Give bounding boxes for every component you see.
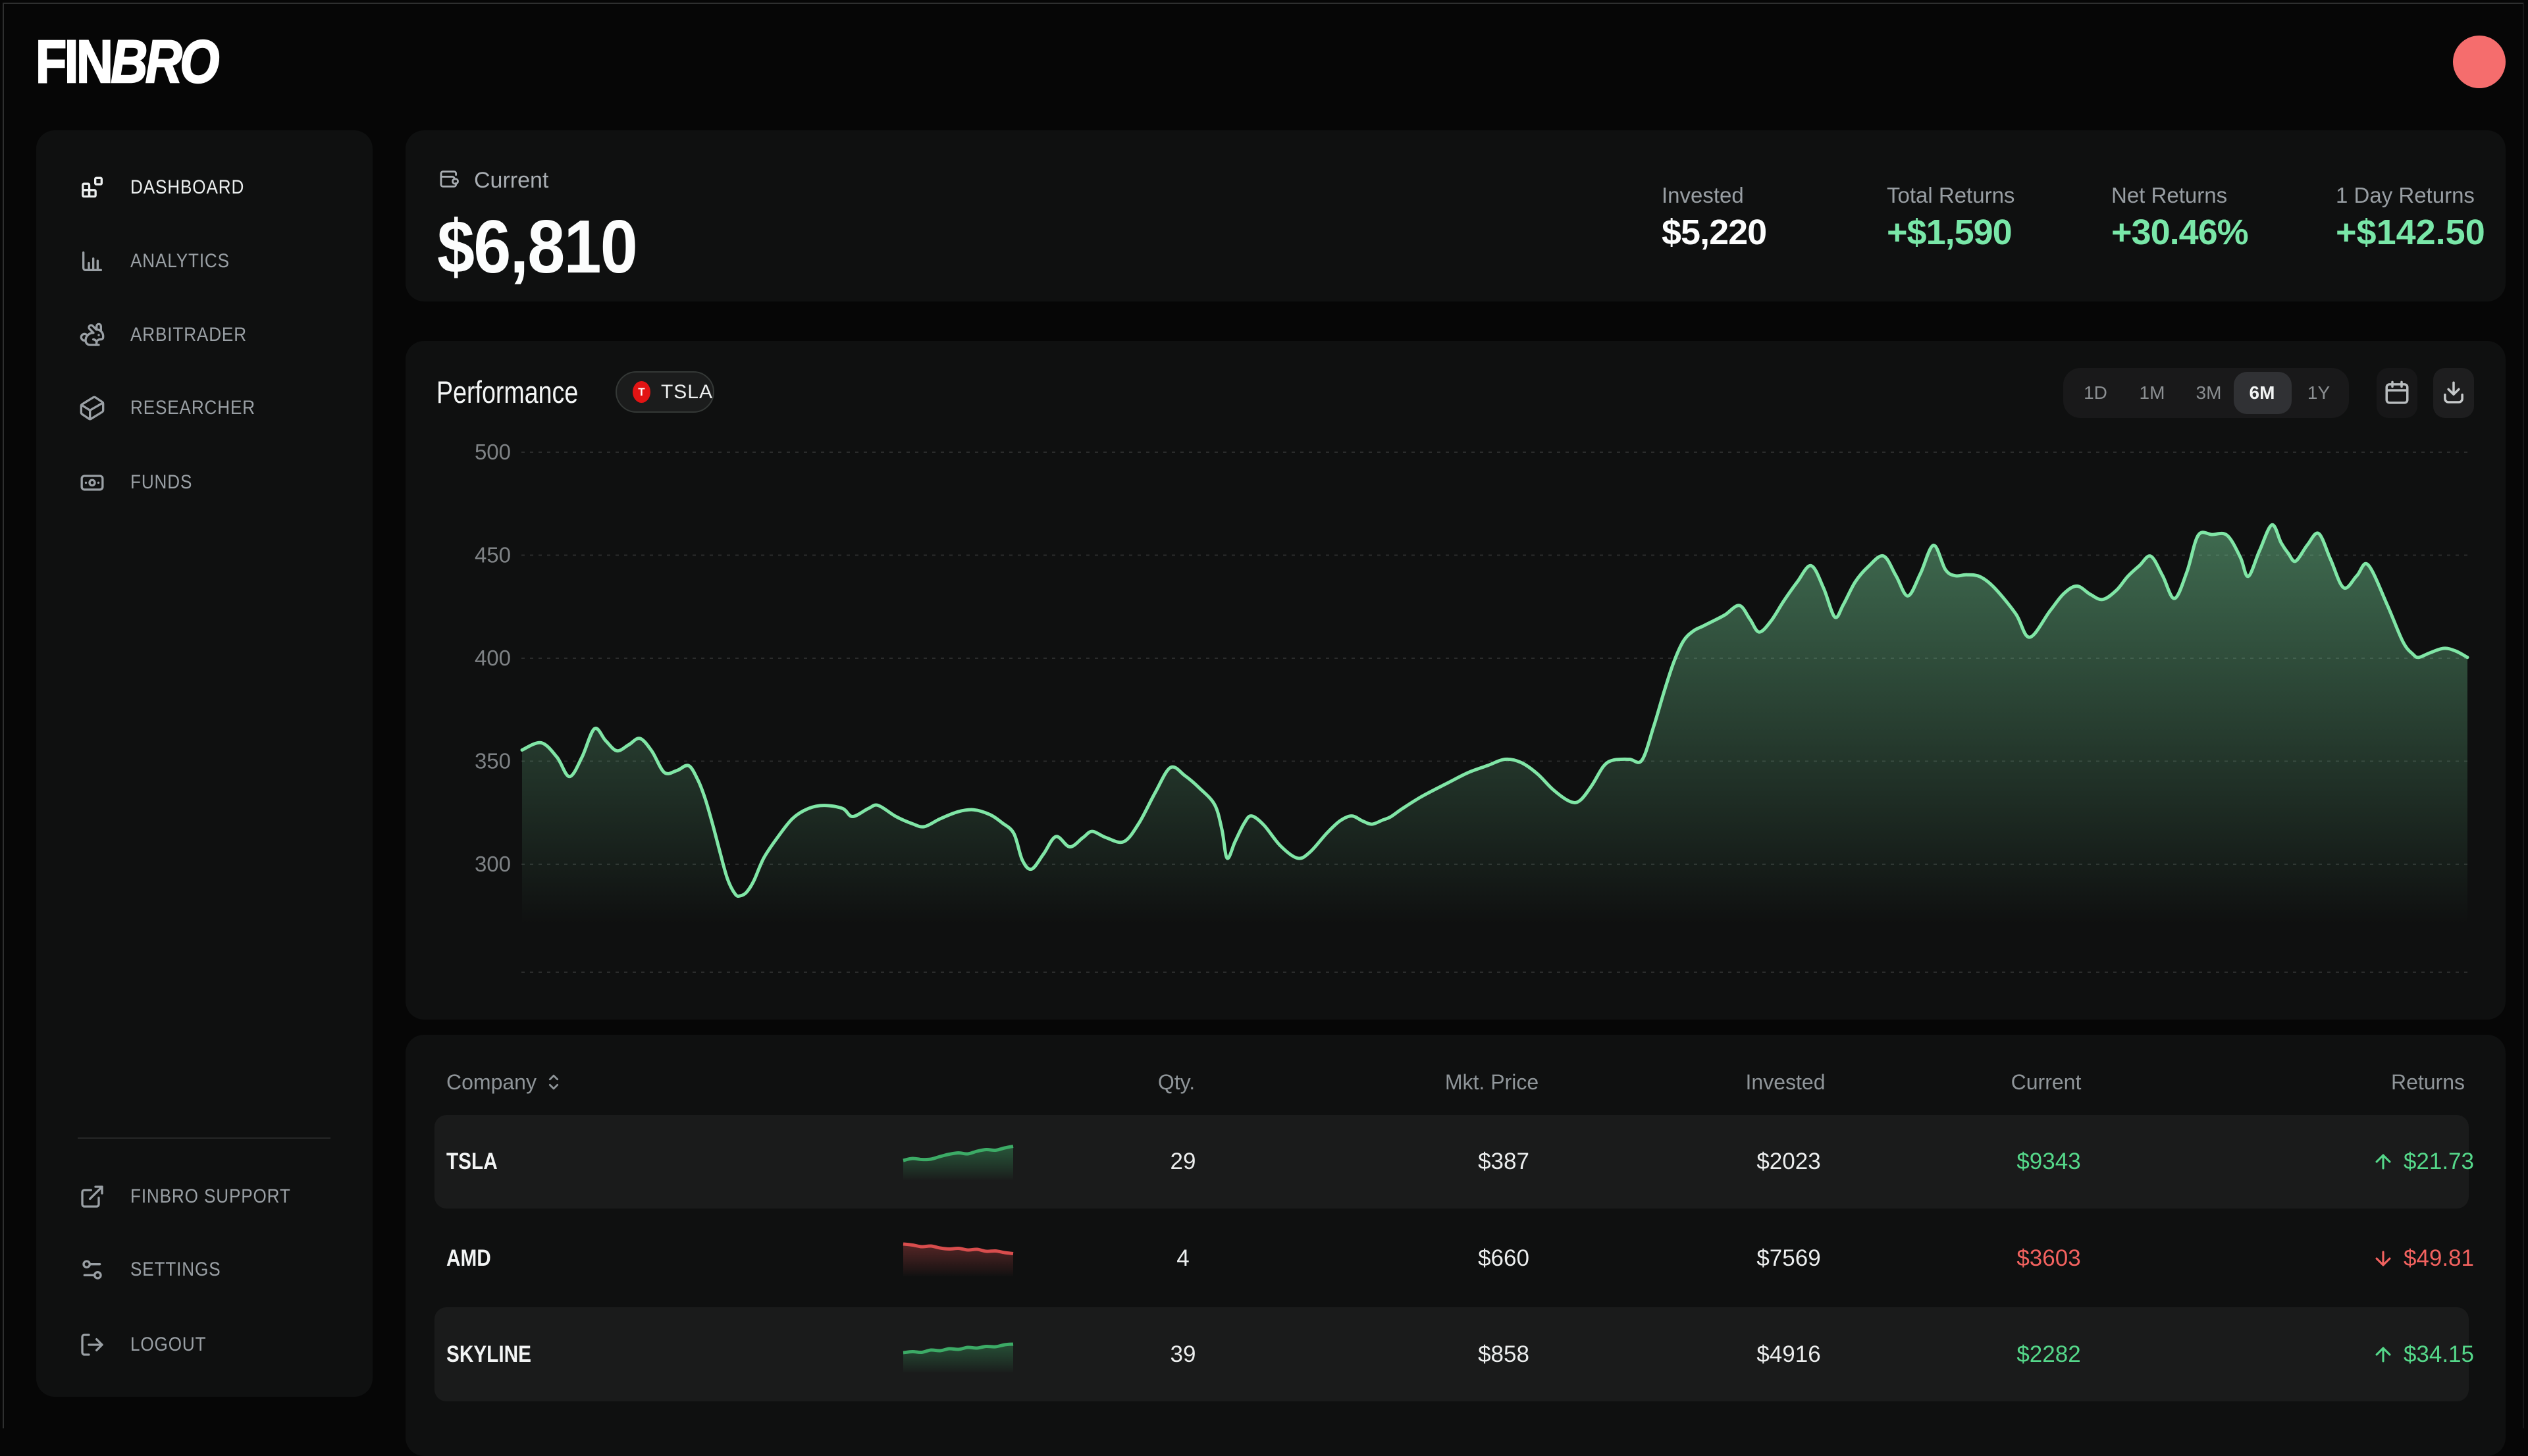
svg-text:350: 350 [475, 749, 511, 773]
svg-text:500: 500 [475, 440, 511, 464]
svg-text:450: 450 [475, 543, 511, 567]
svg-text:400: 400 [475, 646, 511, 670]
svg-text:300: 300 [475, 852, 511, 876]
